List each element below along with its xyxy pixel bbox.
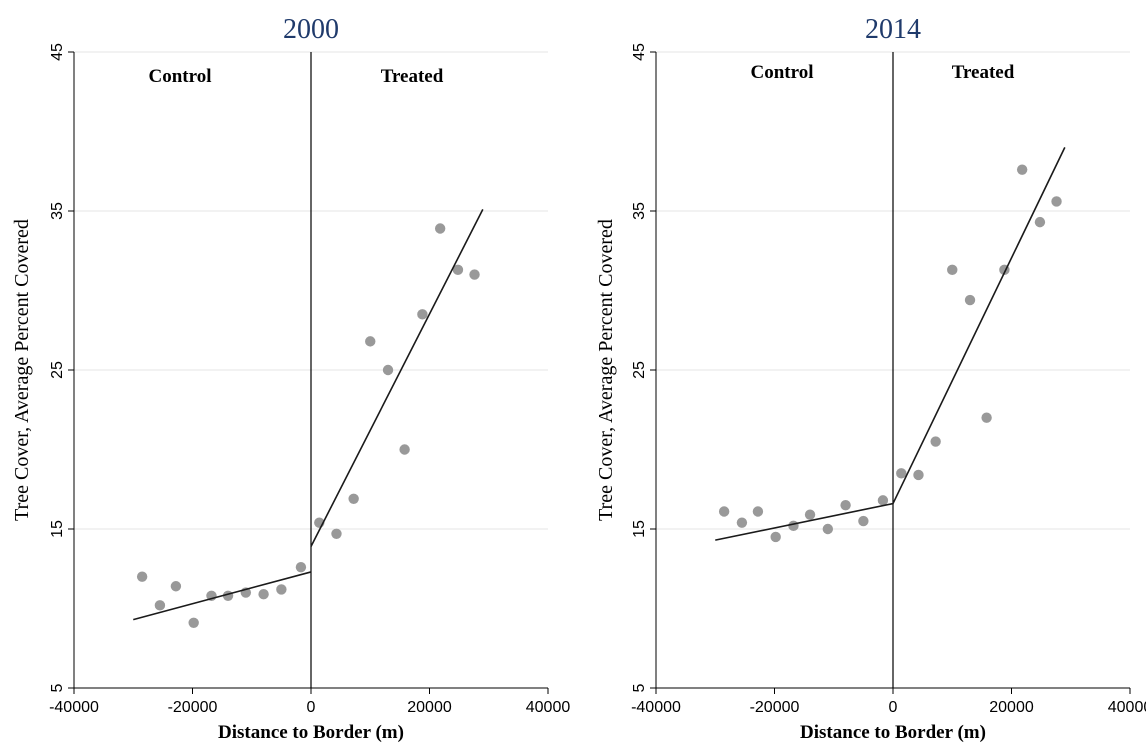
data-point [258, 588, 269, 600]
y-tick-label: 15 [49, 520, 66, 538]
data-point [822, 523, 834, 535]
data-point [348, 493, 359, 504]
control-label: Control [751, 62, 814, 83]
data-point [840, 499, 851, 511]
x-axis-title: Distance to Border (m) [218, 722, 404, 743]
data-point [1051, 196, 1062, 207]
data-point [964, 294, 976, 306]
data-point [858, 515, 869, 527]
y-tick-label: 5 [631, 683, 648, 692]
data-point [752, 506, 764, 517]
y-tick-label: 25 [49, 361, 66, 379]
x-tick-label: -40000 [631, 699, 681, 716]
y-tick-label: 25 [631, 361, 648, 379]
y-tick-label: 15 [631, 520, 648, 538]
data-point [1016, 164, 1028, 175]
x-tick-label: -40000 [49, 699, 99, 716]
fit-line-treated [892, 147, 1066, 504]
data-point [913, 469, 924, 481]
data-point [331, 528, 342, 539]
data-point [736, 517, 748, 528]
data-point [434, 223, 446, 234]
data-point [276, 584, 287, 595]
data-point [382, 364, 394, 376]
x-tick-label: 0 [889, 699, 898, 716]
data-point [452, 264, 464, 276]
x-tick-label: 40000 [1108, 699, 1146, 716]
data-point [788, 520, 799, 532]
x-tick-label: -20000 [168, 699, 218, 716]
data-point [188, 617, 199, 629]
data-point [981, 412, 992, 423]
data-point [1034, 216, 1046, 228]
x-tick-label: 20000 [407, 699, 452, 716]
fit-line-control [133, 571, 312, 621]
y-tick-label: 45 [631, 43, 648, 61]
chart-title: 2000 [283, 14, 339, 45]
data-point [170, 581, 182, 592]
control-label: Control [149, 66, 212, 87]
panel-2000: 5 15 25 35 45 -40000 -20000 0 20000 40000 Control T… [11, 14, 570, 743]
data-point [770, 531, 781, 543]
data-point [877, 495, 889, 506]
y-tick-label: 45 [49, 43, 66, 61]
x-tick-label: 20000 [989, 699, 1034, 716]
y-axis-title: Tree Cover, Average Percent Covered [595, 219, 617, 521]
y-axis-title: Tree Cover, Average Percent Covered [11, 219, 33, 521]
fit-line-treated [310, 209, 484, 547]
treated-label: Treated [952, 62, 1015, 83]
panel-2014: 5 15 25 35 45 -40000 -20000 0 20000 40000 Control T… [595, 14, 1146, 743]
data-point [718, 506, 730, 517]
data-point [136, 571, 148, 582]
y-tick-label: 35 [49, 202, 66, 220]
y-tick-label: 5 [49, 683, 66, 692]
x-axis-title: Distance to Border (m) [800, 722, 986, 743]
data-point [417, 309, 428, 320]
fit-line-control [715, 502, 894, 541]
y-tick-label: 35 [631, 202, 648, 220]
chart-title: 2014 [865, 14, 921, 45]
data-point [399, 444, 410, 455]
data-point [295, 561, 307, 573]
data-point [947, 264, 958, 276]
treated-label: Treated [381, 66, 444, 87]
data-point [365, 336, 376, 347]
data-point [154, 600, 166, 611]
x-tick-label: -20000 [750, 699, 800, 716]
x-tick-label: 0 [307, 699, 316, 716]
data-point [930, 436, 941, 447]
data-point [896, 468, 907, 479]
data-point [804, 509, 816, 520]
x-tick-label: 40000 [526, 699, 571, 716]
data-point [469, 269, 480, 280]
